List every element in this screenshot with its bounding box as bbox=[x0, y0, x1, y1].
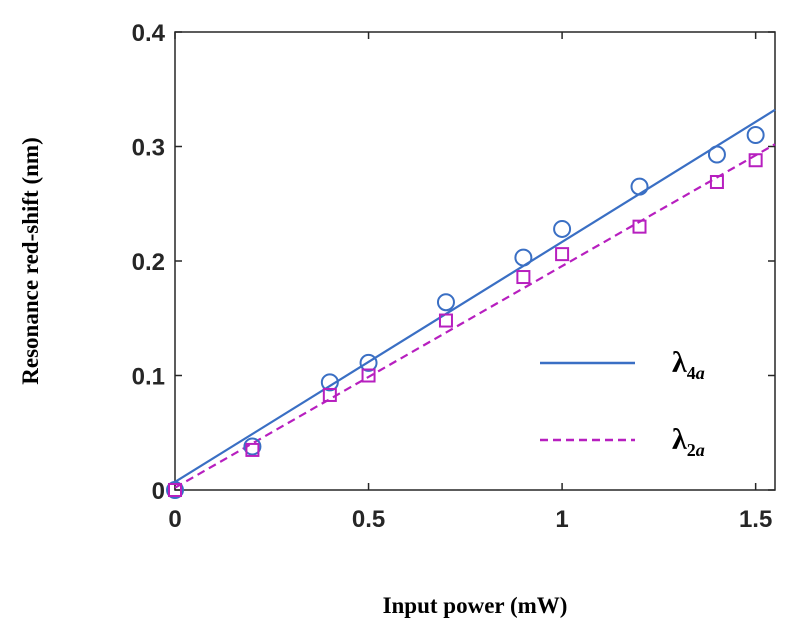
data-point-square bbox=[748, 153, 763, 168]
y-tick-label: 0.1 bbox=[132, 364, 165, 391]
data-point-square bbox=[709, 174, 724, 189]
tick-labels: 0 0.5 1 1.5 0 0.1 0.2 0.3 0.4 bbox=[132, 20, 773, 533]
data-point-circle bbox=[166, 481, 184, 499]
x-tick-label: 0 bbox=[168, 506, 181, 533]
y-tick-label: 0.2 bbox=[132, 249, 165, 276]
data-point-square bbox=[168, 483, 182, 497]
x-axis-title: Input power (mW) bbox=[383, 593, 568, 618]
data-point-circle bbox=[320, 373, 339, 392]
fit-line-lambda-2a bbox=[174, 143, 776, 489]
data-point-circle bbox=[707, 145, 726, 164]
y-tick-label: 0 bbox=[152, 478, 165, 505]
data-point-square bbox=[245, 442, 260, 457]
data-point-circle bbox=[746, 126, 765, 145]
data-point-square bbox=[516, 270, 531, 285]
data-point-square bbox=[555, 247, 570, 262]
y-tick-label: 0.4 bbox=[132, 20, 166, 47]
y-axis-title: Resonance red-shift (nm) bbox=[18, 137, 43, 384]
fit-lines bbox=[174, 108, 776, 489]
data-point-square bbox=[438, 313, 453, 328]
legend-subscript-number: 4 bbox=[687, 363, 696, 383]
data-point-square bbox=[632, 219, 647, 234]
legend-subscript-number: 2 bbox=[687, 440, 696, 460]
data-point-circle bbox=[553, 219, 572, 238]
data-point-circle bbox=[436, 293, 455, 312]
legend-label: λ2a bbox=[672, 423, 705, 460]
plot-frame bbox=[174, 31, 776, 491]
legend-subscript-letter: a bbox=[696, 440, 705, 460]
legend-symbol: λ bbox=[672, 423, 687, 456]
data-point-square bbox=[322, 387, 337, 402]
data-point-circle bbox=[359, 353, 378, 372]
data-point-square bbox=[361, 368, 376, 383]
x-tick-label: 0.5 bbox=[352, 506, 385, 533]
data-markers bbox=[166, 126, 765, 499]
x-tick-label: 1 bbox=[555, 506, 568, 533]
legend-label: λ4a bbox=[672, 346, 705, 383]
data-point-circle bbox=[243, 437, 262, 456]
data-point-circle bbox=[514, 248, 533, 267]
y-tick-label: 0.3 bbox=[132, 135, 165, 162]
fit-line-lambda-4a bbox=[174, 108, 776, 483]
x-tick-label: 1.5 bbox=[739, 506, 772, 533]
axis-ticks bbox=[174, 31, 775, 491]
legend-subscript-letter: a bbox=[696, 363, 705, 383]
legend-symbol: λ bbox=[672, 346, 687, 379]
data-point-circle bbox=[630, 177, 649, 196]
